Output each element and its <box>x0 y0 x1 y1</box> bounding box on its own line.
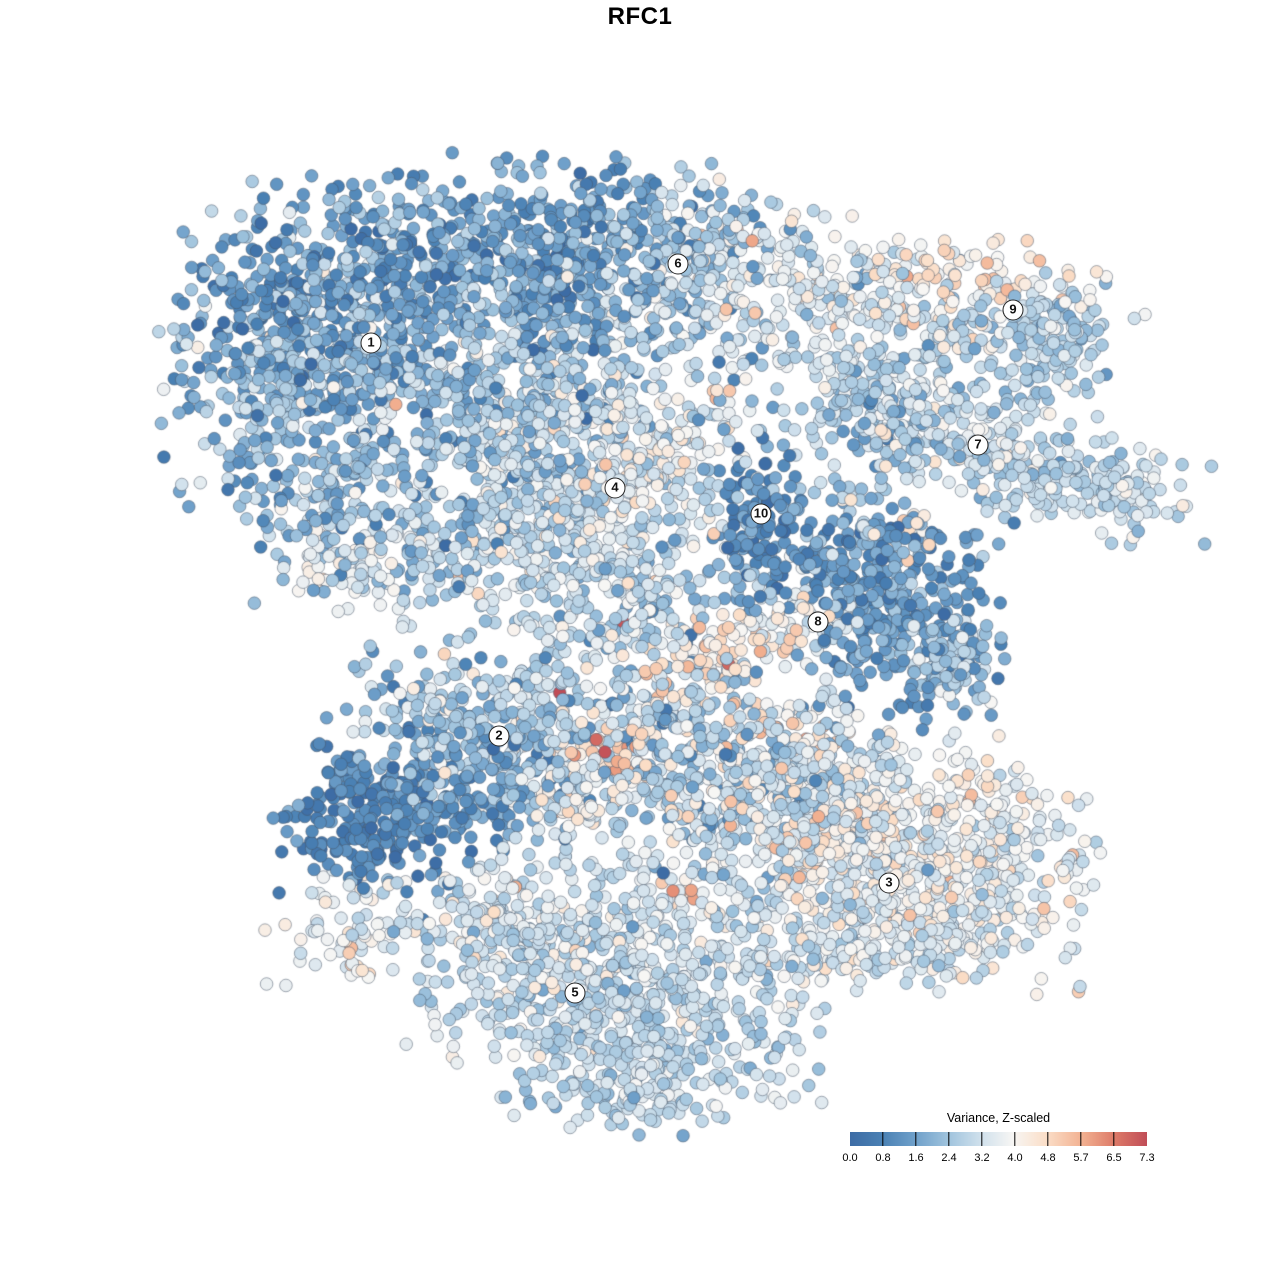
colorbar-tick-label: 6.5 <box>1106 1152 1122 1164</box>
cluster-label-3: 3 <box>878 872 900 894</box>
colorbar-tick-label: 4.8 <box>1040 1152 1056 1164</box>
cluster-label-2: 2 <box>488 725 510 747</box>
colorbar-tick <box>1047 1132 1049 1146</box>
colorbar-tick-label: 0.0 <box>842 1152 858 1164</box>
cluster-label-10: 10 <box>750 503 772 525</box>
colorbar-tick-label: 0.8 <box>875 1152 891 1164</box>
colorbar-tick-label: 5.7 <box>1073 1152 1089 1164</box>
colorbar-tick <box>948 1132 950 1146</box>
cluster-label-5: 5 <box>564 982 586 1004</box>
cluster-label-1: 1 <box>360 332 382 354</box>
colorbar-tick <box>1014 1132 1016 1146</box>
colorbar-tick <box>1113 1132 1115 1146</box>
colorbar-tick <box>981 1132 983 1146</box>
colorbar-tick-label: 1.6 <box>908 1152 924 1164</box>
colorbar-tick <box>915 1132 917 1146</box>
cluster-label-6: 6 <box>667 253 689 275</box>
legend-title: Variance, Z-scaled <box>946 1111 1051 1125</box>
colorbar-tick <box>882 1132 884 1146</box>
colorbar-tick <box>1080 1132 1082 1146</box>
colorbar-tick-label: 3.2 <box>974 1152 990 1164</box>
cluster-label-9: 9 <box>1002 299 1024 321</box>
cluster-label-8: 8 <box>807 611 829 633</box>
colorbar-tick-label: 4.0 <box>1007 1152 1023 1164</box>
cluster-label-4: 4 <box>604 477 626 499</box>
colorbar-tick-label: 7.3 <box>1139 1152 1155 1164</box>
colorbar-tick-label: 2.4 <box>941 1152 957 1164</box>
plot-title: RFC1 <box>607 3 673 30</box>
cluster-label-7: 7 <box>967 434 989 456</box>
colorbar-gradient <box>850 1132 1147 1146</box>
